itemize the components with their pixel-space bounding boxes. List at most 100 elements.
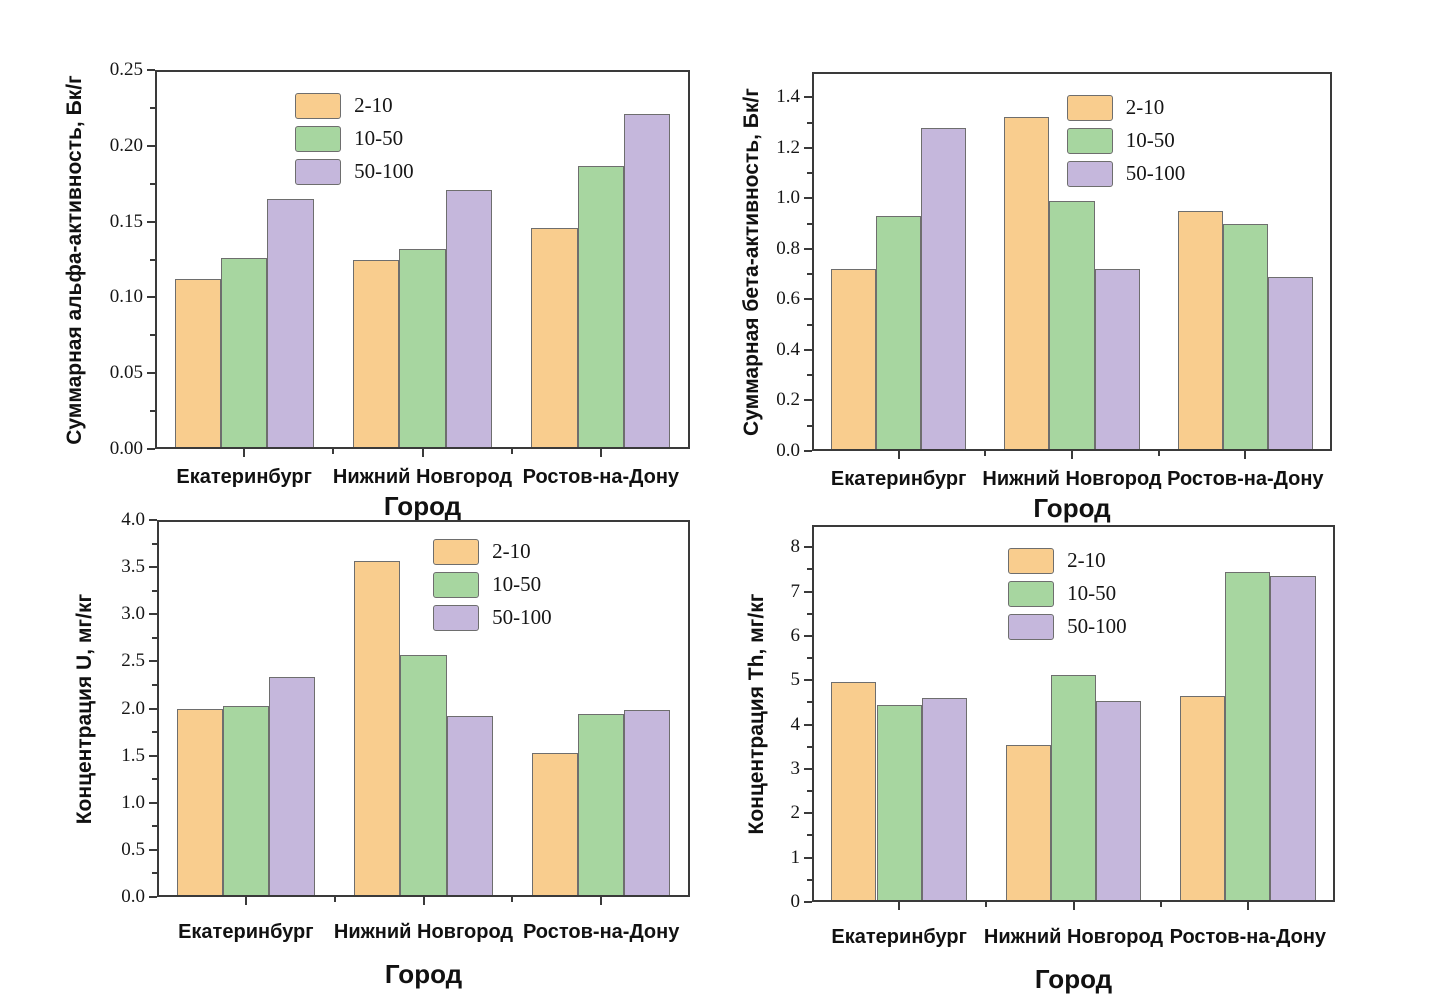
legend-row: 10-50 bbox=[433, 571, 552, 598]
y-tick bbox=[804, 247, 812, 250]
bar bbox=[921, 697, 968, 902]
y-minor-tick bbox=[152, 636, 157, 639]
y-tick-label: 1.0 bbox=[776, 187, 800, 209]
y-tick bbox=[804, 197, 812, 200]
bar bbox=[1049, 200, 1095, 451]
y-tick-label: 0.5 bbox=[121, 838, 145, 860]
y-minor-tick bbox=[807, 172, 812, 175]
plot-box bbox=[812, 525, 1335, 902]
y-tick-label: 1.2 bbox=[776, 136, 800, 158]
bar bbox=[267, 198, 314, 449]
bar bbox=[578, 714, 625, 897]
y-minor-tick bbox=[152, 872, 157, 875]
bar bbox=[1177, 210, 1223, 451]
x-tick bbox=[421, 449, 424, 457]
y-tick-label: 0 bbox=[790, 891, 801, 912]
x-minor-tick bbox=[984, 451, 987, 456]
x-tick bbox=[897, 451, 900, 459]
y-tick bbox=[147, 296, 155, 299]
legend-label: 10-50 bbox=[492, 572, 542, 597]
y-tick bbox=[149, 754, 157, 757]
x-tick bbox=[1072, 902, 1075, 910]
y-minor-tick bbox=[807, 222, 812, 225]
legend-row: 10-50 bbox=[295, 125, 414, 152]
y-minor-tick bbox=[807, 701, 812, 704]
legend-swatch bbox=[433, 571, 480, 598]
legend-row: 2-10 bbox=[295, 92, 414, 119]
y-tick-label: 0.15 bbox=[109, 210, 143, 232]
x-tick bbox=[1246, 902, 1249, 910]
bar bbox=[352, 259, 400, 449]
x-tick bbox=[600, 897, 603, 905]
y-tick bbox=[149, 566, 157, 569]
bar bbox=[1096, 701, 1142, 902]
y-minor-tick bbox=[150, 410, 155, 413]
bar bbox=[876, 704, 922, 902]
bar bbox=[222, 705, 269, 897]
bar bbox=[176, 708, 223, 897]
bar bbox=[531, 752, 579, 897]
x-axis-title: Город bbox=[1034, 964, 1113, 994]
y-minor-tick bbox=[152, 778, 157, 781]
x-axis-title: Город bbox=[1033, 493, 1111, 523]
y-tick bbox=[804, 856, 812, 859]
y-tick bbox=[804, 723, 812, 726]
legend-label: 10-50 bbox=[354, 126, 404, 151]
bar bbox=[1270, 576, 1316, 902]
y-tick bbox=[149, 801, 157, 804]
bar bbox=[624, 710, 671, 897]
y-tick bbox=[804, 679, 812, 682]
y-minor-tick bbox=[807, 273, 812, 276]
plot-box bbox=[155, 70, 690, 449]
y-minor-tick bbox=[152, 683, 157, 686]
y-minor-tick bbox=[807, 121, 812, 124]
y-minor-tick bbox=[150, 334, 155, 337]
y-minor-tick bbox=[807, 790, 812, 793]
x-tick bbox=[599, 449, 602, 457]
y-tick-label: 0.4 bbox=[776, 338, 800, 360]
y-minor-tick bbox=[807, 323, 812, 326]
y-tick bbox=[149, 848, 157, 851]
x-minor-tick bbox=[332, 449, 335, 454]
x-tick bbox=[1244, 451, 1247, 459]
y-tick bbox=[149, 660, 157, 663]
legend-row: 50-100 bbox=[1008, 613, 1127, 640]
y-minor-tick bbox=[807, 374, 812, 377]
city-label: Екатеринбург bbox=[830, 468, 967, 490]
y-tick-label: 3.5 bbox=[121, 556, 145, 578]
x-minor-tick bbox=[510, 449, 513, 454]
bar bbox=[399, 248, 446, 449]
city-label: Нижний Новгород bbox=[983, 926, 1164, 948]
legend-row: 2-10 bbox=[433, 538, 552, 565]
x-tick bbox=[244, 897, 247, 905]
bar bbox=[1094, 269, 1140, 451]
y-tick-label: 8 bbox=[790, 536, 801, 558]
legend-row: 10-50 bbox=[1066, 127, 1186, 154]
legend-label: 50-100 bbox=[354, 159, 414, 184]
bar bbox=[577, 165, 624, 449]
y-tick bbox=[804, 634, 812, 637]
y-tick bbox=[804, 546, 812, 549]
bar bbox=[1222, 223, 1268, 451]
bar bbox=[445, 189, 493, 449]
y-tick bbox=[804, 812, 812, 815]
y-tick bbox=[804, 767, 812, 770]
y-tick-label: 0.20 bbox=[109, 134, 143, 156]
y-tick bbox=[804, 96, 812, 99]
bar bbox=[354, 561, 401, 897]
legend-swatch bbox=[295, 125, 342, 152]
city-label: Екатеринбург bbox=[178, 921, 314, 943]
legend-swatch bbox=[1066, 160, 1113, 187]
y-tick-label: 2.0 bbox=[121, 697, 145, 719]
y-axis-title: Концентрация Th, мг/кг bbox=[745, 593, 768, 834]
y-tick-label: 0.0 bbox=[121, 886, 145, 907]
bar bbox=[1225, 571, 1271, 902]
y-tick bbox=[804, 590, 812, 593]
y-minor-tick bbox=[150, 258, 155, 261]
bar bbox=[1050, 674, 1097, 902]
city-label: Ростов-на-Дону bbox=[522, 921, 680, 943]
y-minor-tick bbox=[807, 834, 812, 837]
x-minor-tick bbox=[333, 897, 336, 902]
y-tick bbox=[147, 448, 155, 450]
x-tick bbox=[1071, 451, 1073, 459]
